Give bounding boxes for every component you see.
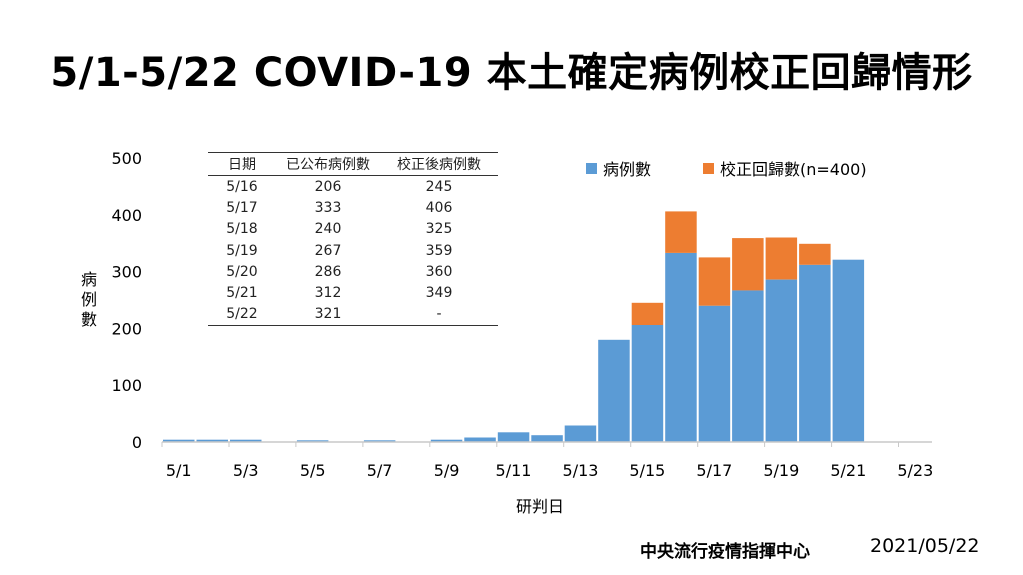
table-cell: - — [380, 303, 498, 327]
bar-cases-5-7 — [363, 440, 396, 442]
footer-date: 2021/05/22 — [870, 535, 980, 557]
x-tick-label: 5/15 — [629, 461, 665, 480]
table-row: 5/16 206 245 — [208, 176, 498, 198]
table-cell: 5/19 — [226, 242, 258, 259]
bar-cases-5-10 — [464, 437, 496, 442]
y-tick-label: 100 — [111, 376, 142, 395]
table-row: 5/21 312 349 — [208, 282, 498, 303]
bar-cases-5-18 — [732, 290, 764, 442]
x-tick-label: 5/5 — [300, 461, 326, 480]
bar-backfill-5-15 — [631, 302, 664, 325]
table-cell: 240 — [314, 221, 342, 238]
table-cell: 5/16 — [226, 178, 258, 195]
y-tick-label: 400 — [111, 206, 142, 225]
y-axis-label: 病例數 — [80, 270, 97, 329]
table-header-date: 日期 — [208, 152, 276, 176]
bar-backfill-5-18 — [732, 238, 764, 291]
x-tick-label: 5/23 — [897, 461, 933, 480]
table-header-published: 已公布病例數 — [276, 152, 380, 176]
bar-cases-5-1 — [163, 439, 195, 442]
table-cell: 5/18 — [226, 221, 258, 238]
bar-cases-5-20 — [799, 264, 831, 442]
table-cell: 5/22 — [208, 303, 276, 327]
table-cell: 5/20 — [226, 263, 258, 280]
bar-backfill-5-17 — [698, 257, 731, 306]
table-cell: 333 — [314, 199, 342, 216]
bar-cases-5-5 — [296, 440, 329, 442]
legend-label-backfill: 校正回歸數(n=400) — [720, 160, 867, 179]
x-tick-label: 5/3 — [233, 461, 259, 480]
bar-cases-5-2 — [196, 439, 228, 442]
table-row: 5/17 333 406 — [208, 197, 498, 218]
y-tick-label: 300 — [111, 263, 142, 282]
x-tick-label: 5/9 — [434, 461, 460, 480]
table-cell: 5/21 — [226, 285, 258, 302]
table-cell: 312 — [314, 285, 342, 302]
y-tick-label: 500 — [111, 149, 142, 168]
table-row: 5/22 321 - — [208, 303, 498, 327]
table-row: 5/18 240 325 — [208, 219, 498, 240]
x-axis-label: 研判日 — [515, 497, 564, 516]
page-title: 5/1-5/22 COVID-19 本土確定病例校正回歸情形 — [50, 50, 973, 96]
x-tick-label: 5/13 — [563, 461, 599, 480]
bar-cases-5-17 — [698, 305, 731, 442]
table-cell: 245 — [425, 178, 453, 195]
x-tick-label: 5/1 — [166, 461, 192, 480]
table-cell: 5/17 — [226, 199, 258, 216]
bar-backfill-5-19 — [765, 237, 798, 280]
table-cell: 267 — [314, 242, 342, 259]
table-cell: 286 — [314, 263, 342, 280]
table-cell: 360 — [425, 263, 453, 280]
correction-table: 日期 已公布病例數 校正後病例數 5/16 206 245 5/17 333 4… — [208, 152, 498, 327]
table-header-row: 日期 已公布病例數 校正後病例數 — [208, 152, 498, 176]
x-tick-label: 5/19 — [763, 461, 799, 480]
bar-cases-5-21 — [832, 259, 865, 442]
table-header-corrected: 校正後病例數 — [380, 152, 498, 176]
bar-backfill-5-20 — [799, 243, 831, 265]
legend-item-backfill: 校正回歸數(n=400) — [703, 156, 867, 180]
bar-cases-5-19 — [765, 279, 798, 442]
legend-swatch-backfill — [703, 162, 714, 174]
legend-swatch-cases — [586, 162, 597, 174]
x-tick-label: 5/21 — [830, 461, 866, 480]
legend-label-cases: 病例數 — [603, 160, 652, 179]
table-cell: 321 — [276, 303, 380, 327]
bar-cases-5-11 — [497, 432, 530, 442]
bar-cases-5-15 — [631, 325, 664, 442]
bar-cases-5-3 — [230, 439, 262, 442]
x-tick-label: 5/7 — [367, 461, 393, 480]
table-cell: 325 — [425, 221, 453, 238]
table-row: 5/20 286 360 — [208, 261, 498, 282]
table-row: 5/19 267 359 — [208, 240, 498, 261]
y-tick-label: 0 — [132, 433, 142, 452]
bar-cases-5-13 — [564, 425, 597, 442]
table-cell: 406 — [425, 199, 453, 216]
bar-cases-5-12 — [531, 435, 563, 442]
bar-cases-5-14 — [598, 339, 630, 442]
x-tick-label: 5/17 — [696, 461, 732, 480]
table-cell: 206 — [314, 178, 342, 195]
footer-organization: 中央流行疫情指揮中心 — [640, 542, 810, 562]
bar-backfill-5-16 — [665, 211, 697, 253]
x-tick-label: 5/11 — [496, 461, 532, 480]
table-cell: 359 — [425, 242, 453, 259]
bar-cases-5-16 — [665, 252, 697, 442]
bar-cases-5-9 — [430, 439, 463, 442]
y-tick-label: 200 — [111, 319, 142, 338]
legend-item-cases: 病例數 — [586, 156, 651, 180]
table-cell: 349 — [425, 285, 453, 302]
